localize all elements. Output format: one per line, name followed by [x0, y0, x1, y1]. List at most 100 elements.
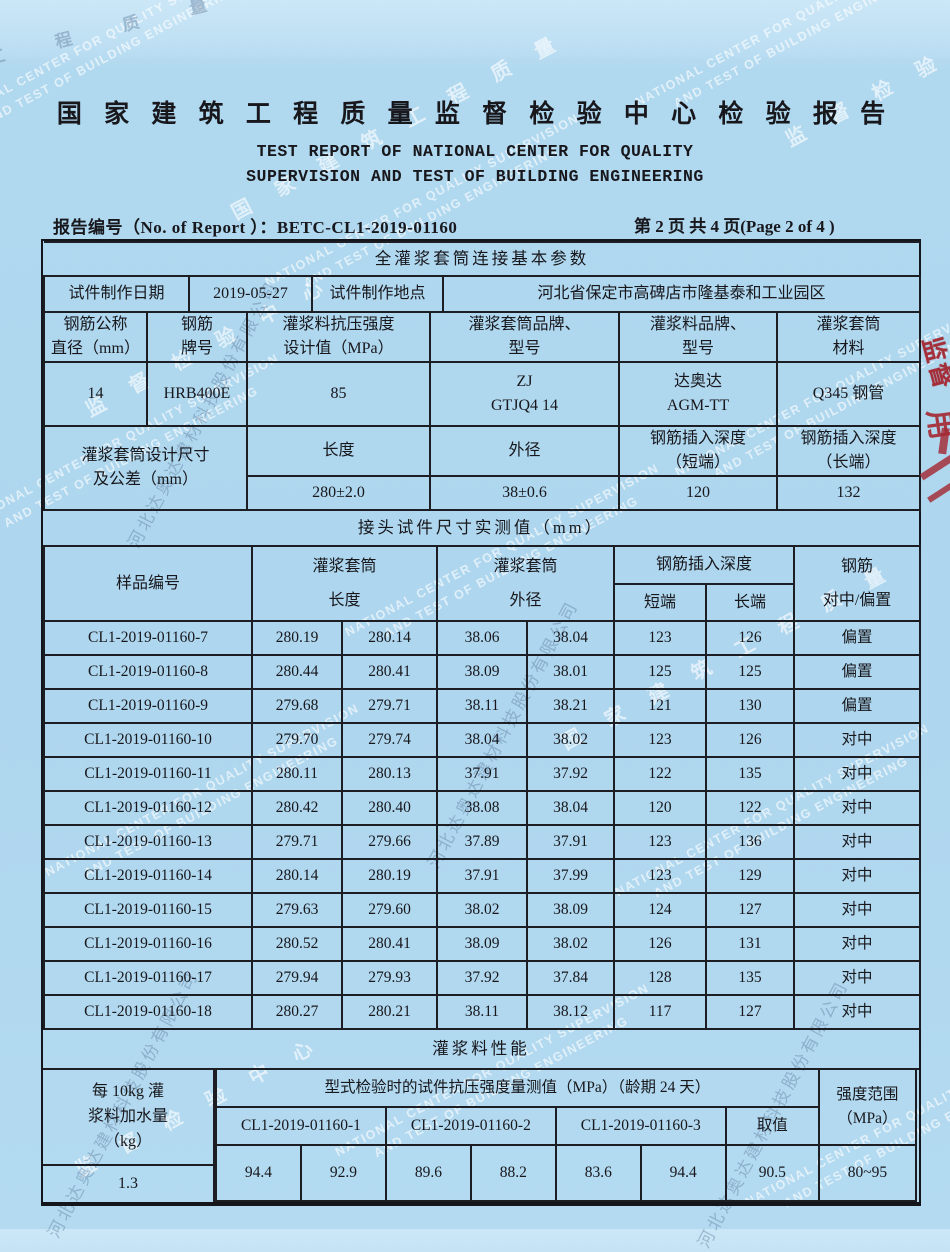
measured-section-title-row: 接头试件尺寸实测值（mm） — [43, 509, 919, 547]
measured-value-cell: 280.27 — [251, 994, 343, 1030]
measured-value-cell: 126 — [705, 722, 796, 758]
report-number: 报告编号（No. of Report ）：BETC-CL1-2019-01160 — [53, 218, 458, 237]
measured-value-cell: 120 — [613, 790, 708, 826]
design-size-label: 灌浆套筒设计尺寸 及公差（mm） — [43, 425, 248, 511]
measured-value-cell: 122 — [705, 790, 796, 826]
take-value-label: 取值 — [724, 1106, 820, 1146]
measured-value-cell: 121 — [613, 688, 708, 724]
measured-value-cell: 偏置 — [793, 688, 922, 724]
col-header-rebar-grade: 钢筋 牌号 — [146, 311, 248, 363]
measured-value-cell: 126 — [613, 926, 708, 962]
measured-value-cell: 128 — [613, 960, 708, 996]
measured-value-cell: 37.89 — [436, 824, 529, 860]
sample-header-1: CL1-2019-01160-1 — [215, 1106, 387, 1146]
design-col-depth-short: 钢筋插入深度 （短端） — [618, 425, 778, 477]
measured-value-cell: 38.06 — [436, 620, 529, 656]
sample-id-cell: CL1-2019-01160-7 — [43, 620, 253, 656]
measured-value-cell: 129 — [705, 858, 796, 894]
measured-value-cell: 37.84 — [526, 960, 616, 996]
measured-section-title: 接头试件尺寸实测值（mm） — [43, 509, 919, 547]
sample-id-cell: CL1-2019-01160-18 — [43, 994, 253, 1030]
measured-value-cell: 偏置 — [793, 620, 922, 656]
strength-value: 88.2 — [469, 1144, 557, 1202]
measured-value-cell: 38.04 — [526, 620, 616, 656]
measured-value-cell: 38.09 — [436, 654, 529, 690]
value-rebar-grade: HRB400E — [146, 361, 248, 427]
measured-value-cell: 38.02 — [436, 892, 529, 928]
table-row: CL1-2019-01160-13 279.71 279.66 37.89 37.91 1… — [43, 824, 922, 860]
basic-params-table: 全灌浆套筒连接基本参数 试件制作日期 2019-05-27 试件制作地点 河北省… — [43, 241, 921, 313]
table-row: CL1-2019-01160-12 280.42 280.40 38.08 38.04 1… — [43, 790, 922, 826]
measured-value-cell: 136 — [705, 824, 796, 860]
measured-value-cell: 38.09 — [526, 892, 616, 928]
measured-value-cell: 对中 — [793, 960, 922, 996]
measured-value-cell: 279.93 — [340, 960, 439, 996]
measured-value-cell: 38.02 — [526, 926, 616, 962]
page-title-en-line1: TEST REPORT OF NATIONAL CENTER FOR QUALI… — [256, 142, 694, 161]
measured-value-cell: 37.91 — [526, 824, 616, 860]
measured-value-cell: 38.11 — [436, 688, 529, 724]
measured-value-cell: 对中 — [793, 994, 922, 1030]
measured-value-cell: 123 — [613, 722, 708, 758]
sample-id-cell: CL1-2019-01160-15 — [43, 892, 253, 928]
measured-value-cell: 对中 — [793, 824, 922, 860]
measured-value-cell: 123 — [613, 858, 708, 894]
measured-value-cell: 280.14 — [340, 620, 439, 656]
measured-value-cell: 280.13 — [340, 756, 439, 792]
water-amount-cell: 每 10kg 灌浆料加水量 （kg） 1.3 — [43, 1068, 215, 1202]
red-stamp-text-top: 监督 — [916, 334, 950, 394]
sample-id-cell: CL1-2019-01160-14 — [43, 858, 253, 894]
page-title-en-line2: SUPERVISION AND TEST OF BUILDING ENGINEE… — [246, 167, 704, 186]
measured-value-cell: 127 — [705, 892, 796, 928]
measured-value-cell: 280.52 — [251, 926, 343, 962]
make-place-label: 试件制作地点 — [311, 275, 444, 313]
design-value-depth-long: 132 — [776, 475, 921, 511]
sample-id-cell: CL1-2019-01160-10 — [43, 722, 253, 758]
measured-value-cell: 135 — [705, 756, 796, 792]
basic-section-title: 全灌浆套筒连接基本参数 — [44, 241, 920, 277]
value-sleeve-material: Q345 钢管 — [776, 361, 921, 427]
table-row: CL1-2019-01160-11 280.11 280.13 37.91 37.92 1… — [43, 756, 922, 792]
measured-value-cell: 对中 — [793, 892, 922, 928]
measured-value-cell: 37.91 — [436, 858, 529, 894]
value-sleeve-brand: ZJ GTJQ4 14 — [429, 361, 620, 427]
table-row: CL1-2019-01160-17 279.94 279.93 37.92 37.84 1… — [43, 960, 922, 996]
measured-value-cell: 280.41 — [340, 926, 439, 962]
measured-value-cell: 135 — [705, 960, 796, 996]
strength-range-label: 强度范围 （MPa） — [817, 1068, 918, 1146]
water-amount-label: 每 10kg 灌浆料加水量 （kg） — [43, 1068, 213, 1166]
design-col-depth-long: 钢筋插入深度 （长端） — [776, 425, 921, 477]
col-header-long-end: 长端 — [705, 583, 796, 622]
strength-value: 83.6 — [554, 1144, 642, 1202]
measured-value-cell: 280.11 — [251, 756, 343, 792]
make-date-value: 2019-05-27 — [188, 275, 313, 313]
sample-id-cell: CL1-2019-01160-12 — [43, 790, 253, 826]
col-header-rebar-diameter: 钢筋公称 直径（mm） — [43, 311, 148, 363]
sample-id-cell: CL1-2019-01160-11 — [43, 756, 253, 792]
measured-value-cell: 38.02 — [526, 722, 616, 758]
measured-value-cell: 123 — [613, 620, 708, 656]
measured-value-cell: 280.44 — [251, 654, 343, 690]
value-grout-strength: 85 — [246, 361, 431, 427]
col-header-sleeve-length: 灌浆套筒 长度 — [250, 545, 439, 622]
table-row: CL1-2019-01160-15 279.63 279.60 38.02 38.09 1… — [43, 892, 922, 928]
sample-header-3: CL1-2019-01160-3 — [554, 1106, 727, 1146]
measured-value-cell: 130 — [705, 688, 796, 724]
measured-value-cell: 127 — [705, 994, 796, 1030]
value-rebar-diameter: 14 — [43, 361, 148, 427]
measured-value-cell: 280.42 — [251, 790, 343, 826]
measured-value-cell: 117 — [613, 994, 708, 1030]
sample-id-cell: CL1-2019-01160-8 — [43, 654, 253, 690]
col-header-sleeve-brand: 灌浆套筒品牌、 型号 — [429, 311, 620, 363]
measured-value-cell: 279.60 — [340, 892, 439, 928]
col-header-grout-strength: 灌浆料抗压强度 设计值（MPa） — [246, 311, 431, 363]
design-col-outer-diameter: 外径 — [429, 425, 620, 477]
measured-value-cell: 280.41 — [340, 654, 439, 690]
measured-value-cell: 37.91 — [436, 756, 529, 792]
grout-section-title: 灌浆料性能 — [43, 1028, 919, 1070]
sample-id-cell: CL1-2019-01160-13 — [43, 824, 253, 860]
table-row: CL1-2019-01160-16 280.52 280.41 38.09 38.02 1… — [43, 926, 922, 962]
measured-value-cell: 38.21 — [526, 688, 616, 724]
value-grout-brand: 达奥达 AGM-TT — [618, 361, 778, 427]
